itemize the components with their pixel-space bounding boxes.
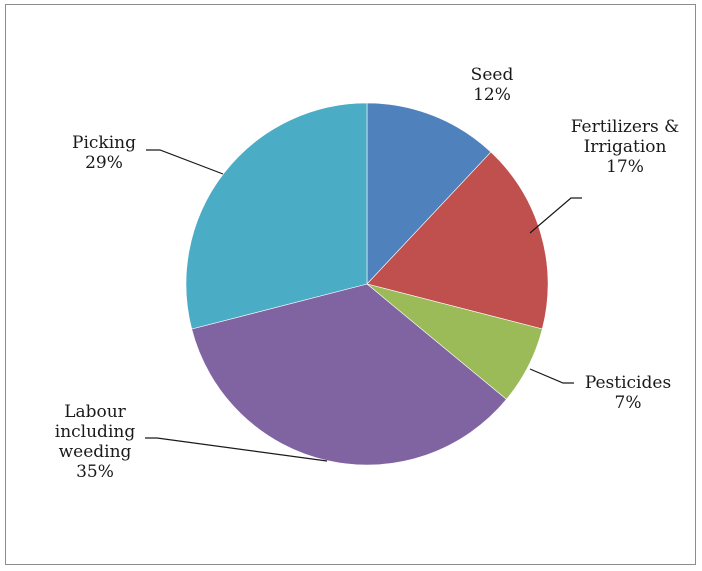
slice-label-line: Fertilizers &: [571, 117, 680, 137]
slice-label-pesticides: Pesticides 7%: [585, 373, 671, 413]
slice-label-seed: Seed 12%: [471, 65, 514, 105]
pie-slice-fertilizers: [366, 151, 549, 330]
slice-label-labour: Labour including weeding 35%: [55, 402, 136, 482]
leader-line-fertilizers: [529, 197, 582, 234]
leader-line-labour: [145, 437, 328, 462]
pie-slices: [185, 102, 549, 466]
slice-label-line: Labour: [64, 402, 126, 422]
leader-line-picking: [146, 149, 224, 175]
slice-label-fertilizers: Fertilizers & Irrigation 17%: [571, 117, 680, 177]
slice-label-line: Irrigation: [584, 137, 667, 157]
slice-label-line: Picking: [72, 133, 136, 153]
leader-lines: [145, 149, 582, 462]
slice-label-line: 17%: [606, 157, 644, 177]
slice-label-line: 12%: [473, 85, 511, 105]
slice-label-line: Seed: [471, 65, 514, 85]
slice-label-picking: Picking 29%: [72, 133, 136, 173]
slice-labels: Seed 12% Fertilizers & Irrigation 17% Pestici…: [55, 65, 680, 482]
pie-slice-picking: [185, 102, 368, 330]
pie-slice-seed: [366, 102, 492, 285]
slice-label-line: 7%: [615, 393, 642, 413]
leader-line-pesticides: [529, 368, 574, 384]
slice-label-line: including: [55, 422, 136, 442]
slice-label-line: Pesticides: [585, 373, 671, 393]
slice-label-line: weeding: [59, 442, 132, 462]
pie-slice-labour: [191, 283, 507, 466]
slice-label-line: 35%: [76, 462, 114, 482]
slice-label-line: 29%: [85, 153, 123, 173]
